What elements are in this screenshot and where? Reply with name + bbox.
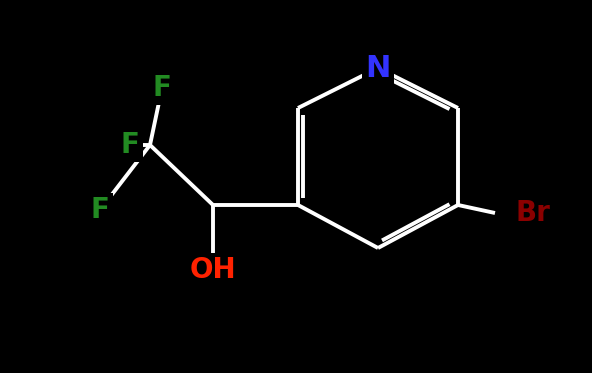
Text: F: F (121, 131, 140, 159)
Text: OH: OH (189, 256, 236, 284)
Text: F: F (153, 74, 172, 102)
Text: N: N (365, 53, 391, 82)
Text: F: F (91, 196, 110, 224)
Text: Br: Br (516, 199, 551, 227)
